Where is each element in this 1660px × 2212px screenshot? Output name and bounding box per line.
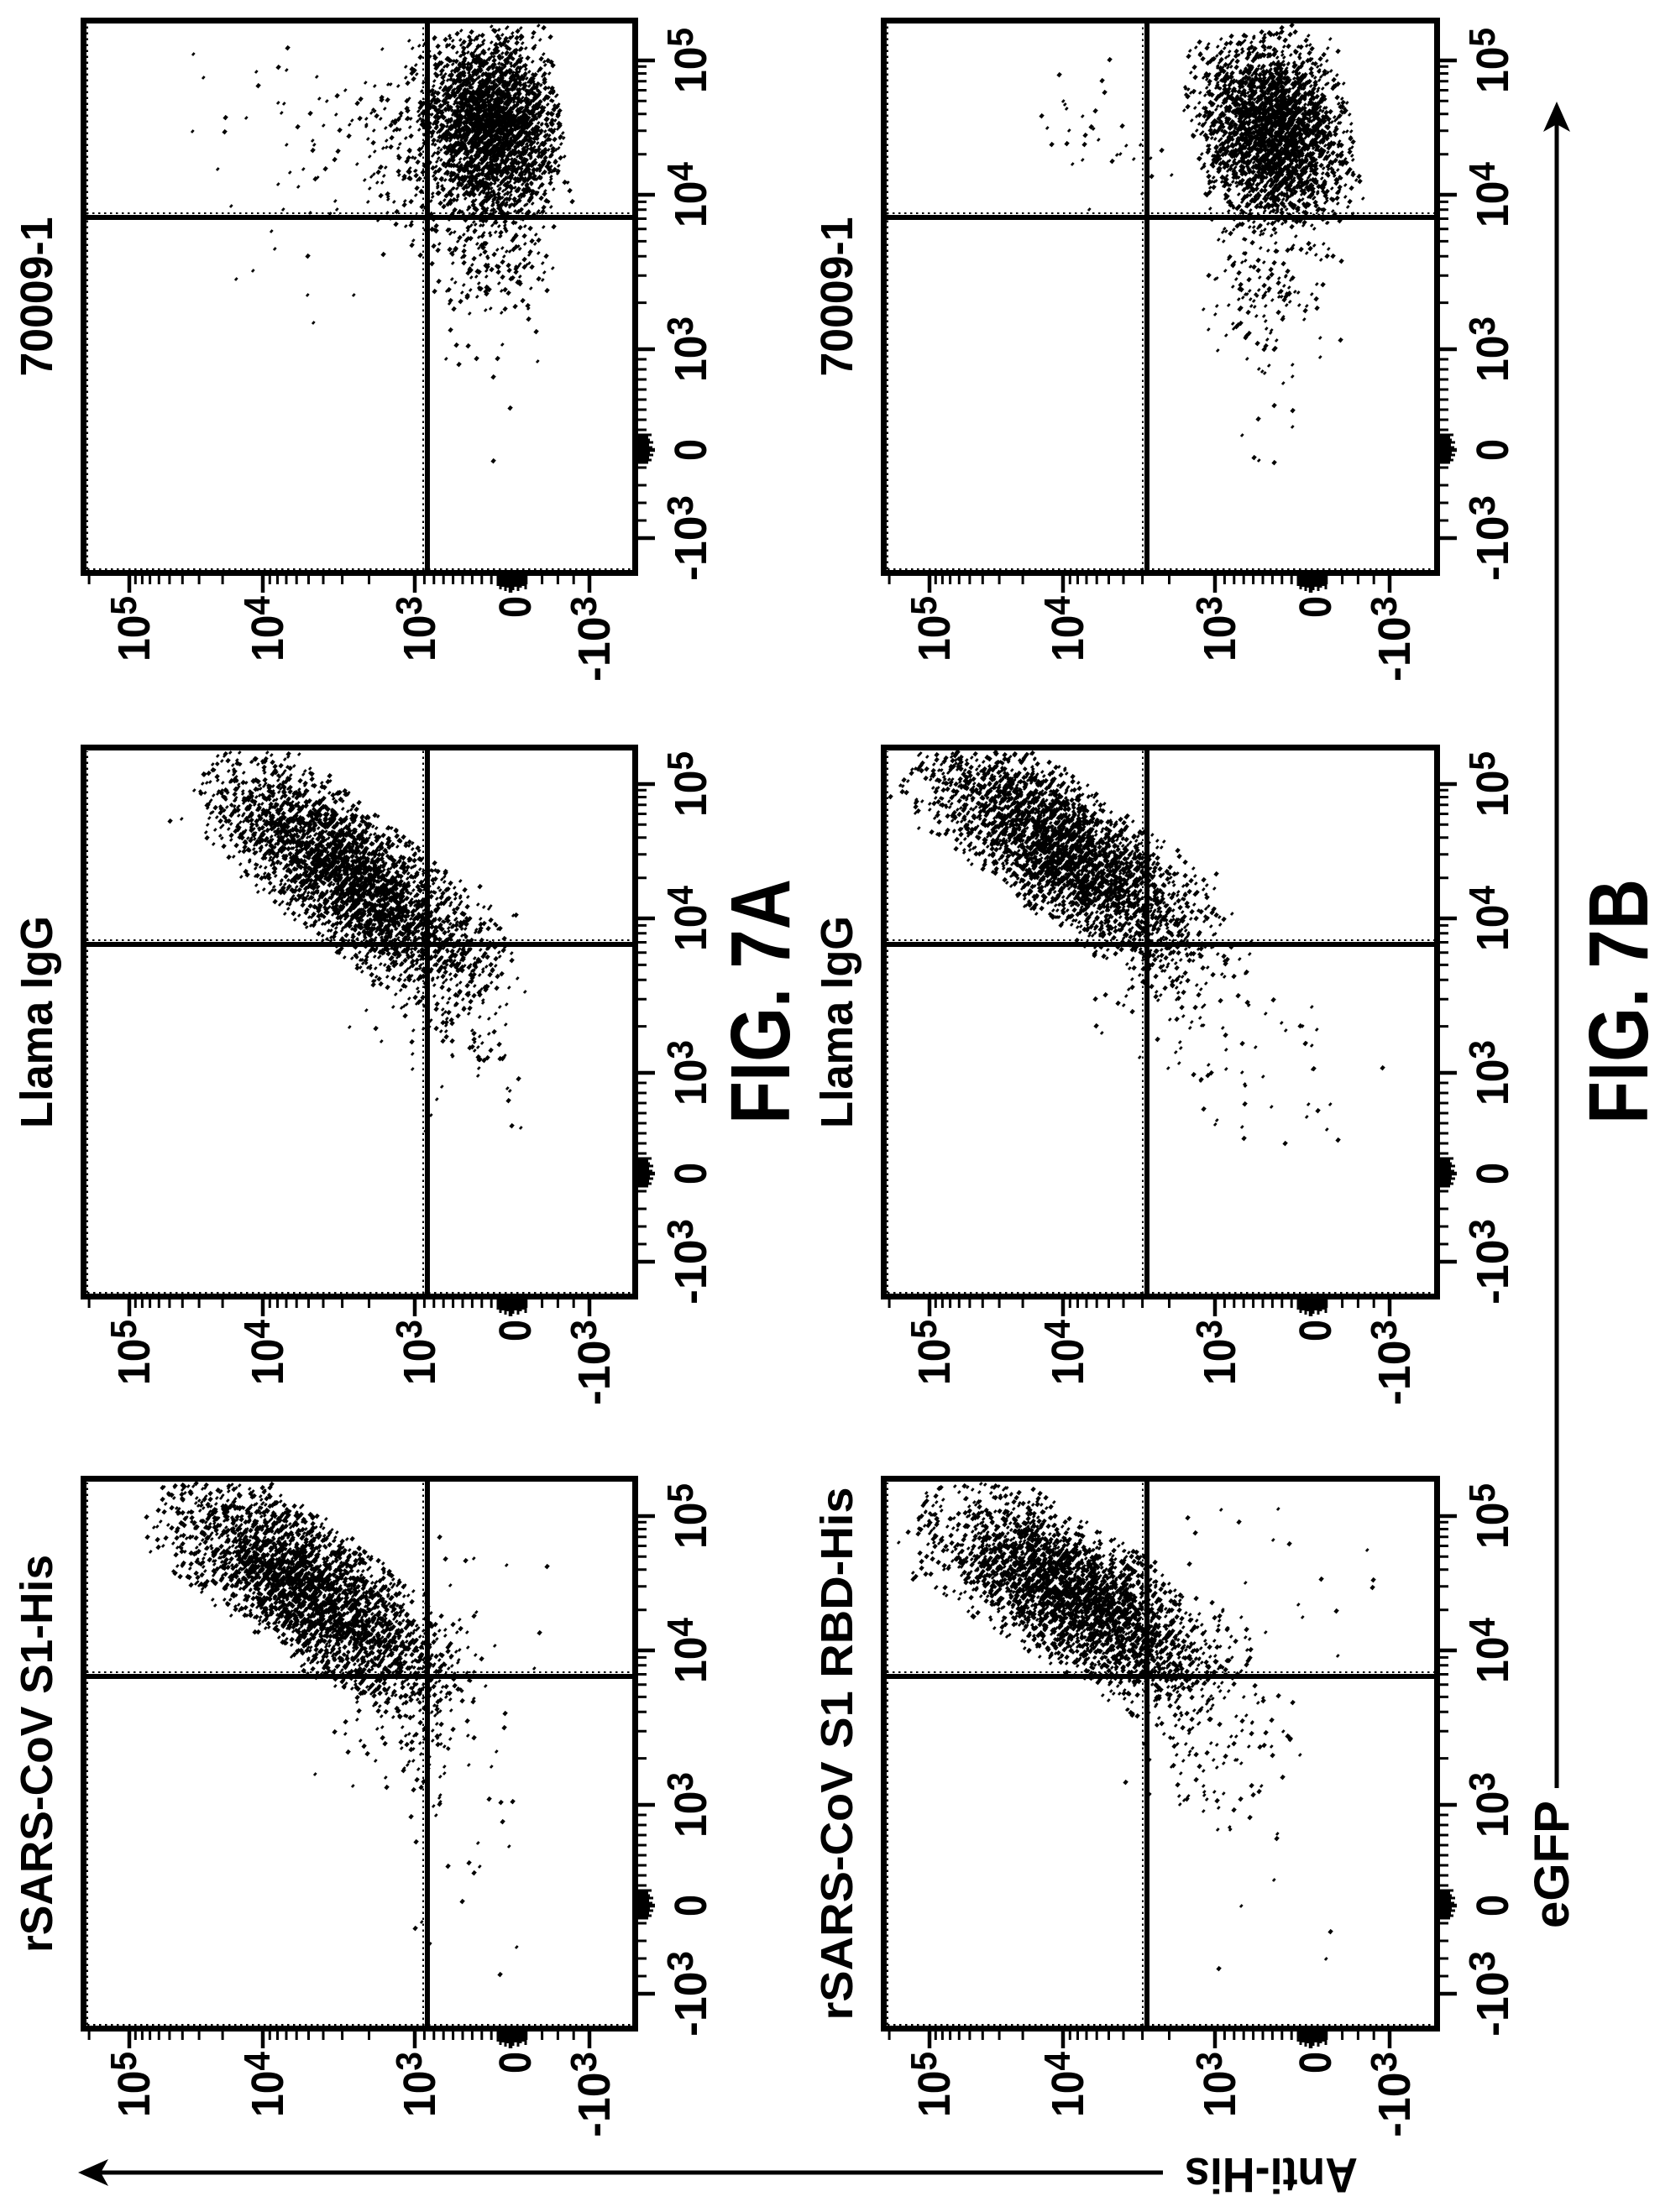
svg-text:Llama IgG: Llama IgG: [12, 916, 62, 1128]
svg-text:0: 0: [1468, 1895, 1518, 1917]
svg-text:104: 104: [1462, 162, 1518, 227]
svg-text:0: 0: [666, 1895, 716, 1917]
svg-text:0: 0: [1291, 1320, 1341, 1341]
svg-text:105: 105: [103, 596, 160, 662]
svg-text:105: 105: [660, 28, 716, 93]
svg-text:FIG. 7A: FIG. 7A: [714, 879, 808, 1124]
svg-text:103: 103: [389, 1320, 445, 1385]
svg-text:105: 105: [660, 1483, 716, 1549]
svg-text:Llama IgG: Llama IgG: [812, 916, 862, 1128]
svg-text:0: 0: [666, 439, 716, 461]
svg-text:0: 0: [490, 1320, 541, 1341]
svg-text:0: 0: [1291, 596, 1341, 618]
svg-text:-103: -103: [1462, 1219, 1518, 1305]
svg-text:0: 0: [666, 1163, 716, 1184]
svg-text:103: 103: [1189, 596, 1245, 662]
svg-text:eGFP: eGFP: [1525, 1801, 1579, 1928]
svg-text:0: 0: [1291, 2052, 1341, 2073]
svg-text:FIG. 7B: FIG. 7B: [1572, 879, 1660, 1124]
svg-text:105: 105: [660, 751, 716, 817]
svg-text:0: 0: [490, 596, 541, 618]
svg-text:rSARS-CoV S1-His: rSARS-CoV S1-His: [12, 1555, 62, 1953]
svg-text:70009-1: 70009-1: [12, 217, 62, 377]
svg-text:70009-1: 70009-1: [812, 217, 862, 377]
svg-text:0: 0: [1468, 1163, 1518, 1184]
svg-text:0: 0: [1468, 439, 1518, 461]
svg-text:103: 103: [1462, 1772, 1518, 1838]
svg-text:rSARS-CoV S1 RBD-His: rSARS-CoV S1 RBD-His: [812, 1488, 862, 2021]
svg-text:104: 104: [1037, 1320, 1093, 1385]
svg-text:0: 0: [490, 2052, 541, 2073]
svg-text:Anti-His: Anti-His: [1185, 2147, 1358, 2202]
